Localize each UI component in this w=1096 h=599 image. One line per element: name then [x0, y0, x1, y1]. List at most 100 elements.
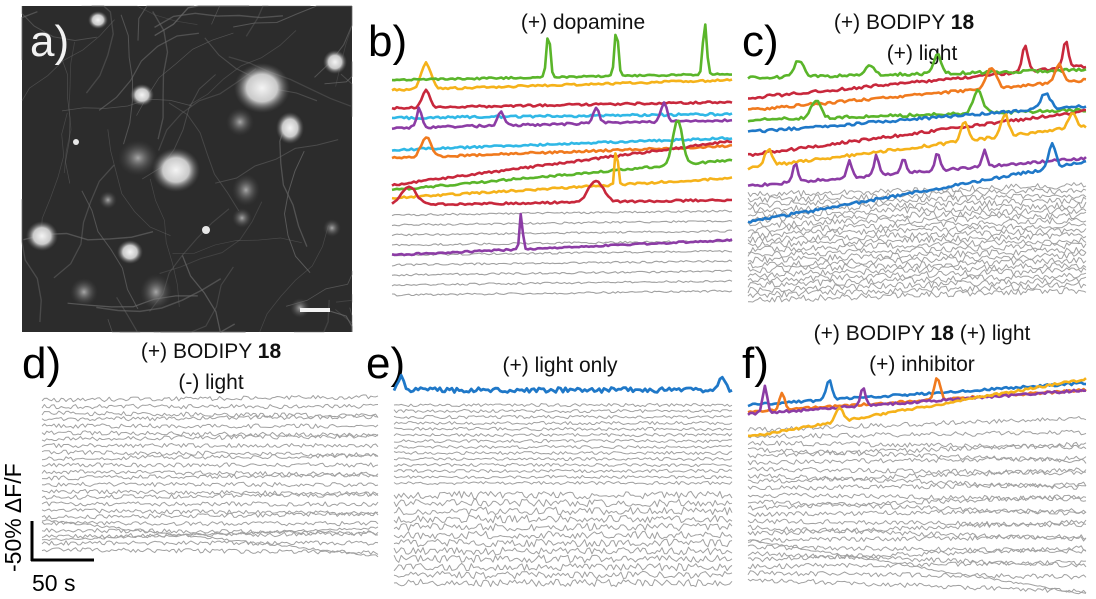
trace-line	[747, 499, 1087, 516]
trace-line	[747, 92, 1087, 134]
trace-line	[747, 539, 1087, 595]
trace-line	[747, 416, 1087, 433]
trace-line	[41, 526, 379, 542]
trace-line	[391, 219, 733, 227]
panel-e-traces	[392, 373, 733, 588]
neurite	[285, 270, 353, 307]
trace-line	[393, 578, 733, 588]
trace-line	[393, 438, 733, 444]
neurite	[59, 53, 71, 184]
trace-line	[747, 262, 1087, 278]
trace-line	[747, 272, 1087, 288]
trace-line	[391, 212, 733, 257]
trace-line	[747, 193, 1087, 208]
trace-line	[41, 508, 378, 517]
trace-line	[393, 444, 733, 450]
trace-line	[41, 433, 379, 442]
scale-bar-x-label: 50 s	[32, 570, 75, 596]
trace-line	[393, 474, 733, 480]
trace-line	[747, 201, 1087, 218]
trace-line	[747, 524, 1087, 542]
trace-line	[393, 554, 733, 564]
trace-line	[747, 141, 1087, 224]
trace-line	[747, 148, 1087, 188]
trace-line	[393, 498, 733, 508]
trace-line	[41, 430, 379, 438]
panel-d-title-line2: (-) light	[178, 371, 244, 394]
trace-line	[747, 377, 1087, 414]
neurite	[172, 237, 302, 254]
trace-line	[747, 518, 1087, 528]
trace-line	[392, 373, 733, 394]
trace-line	[747, 207, 1087, 223]
trace-line	[41, 527, 379, 536]
trace-line	[747, 545, 1087, 563]
panel-f-label: f)	[742, 339, 769, 388]
trace-line	[41, 443, 379, 449]
trace-line	[41, 519, 379, 558]
trace-line	[747, 384, 1087, 416]
trace-line	[747, 544, 1087, 554]
neurite	[81, 190, 139, 310]
neurite	[324, 61, 353, 85]
trace-line	[393, 490, 733, 500]
trace-line	[747, 534, 1087, 543]
trace-line	[393, 522, 733, 532]
trace-line	[747, 88, 1087, 123]
panel-a-label: a)	[30, 17, 69, 66]
trace-line	[747, 519, 1087, 536]
trace-line	[747, 441, 1087, 459]
trace-line	[747, 187, 1087, 203]
panel-d-label: d)	[22, 339, 61, 388]
trace-line	[393, 426, 733, 432]
trace-line	[393, 432, 733, 438]
panel-c-traces	[747, 40, 1087, 303]
panel-c-label: c)	[742, 17, 779, 66]
neurite	[168, 102, 240, 212]
trace-line	[393, 530, 733, 540]
image-scale-bar	[300, 308, 330, 312]
trace-line	[393, 506, 733, 516]
neurite	[107, 129, 171, 236]
neurite	[325, 309, 353, 332]
trace-line	[747, 578, 1087, 594]
neurite	[228, 56, 352, 107]
panel-d-title-line1: (+) BODIPY 18	[141, 340, 282, 363]
trace-line	[393, 414, 733, 420]
trace-line	[393, 546, 733, 556]
panel-f-title-line1: (+) BODIPY 18 (+) light	[814, 322, 1031, 345]
trace-line	[391, 152, 733, 200]
panel-c-title-line2: (+) light	[887, 42, 958, 65]
trace-line	[391, 139, 732, 187]
trace-line	[41, 540, 379, 546]
trace-line	[391, 269, 733, 277]
trace-line	[391, 111, 733, 121]
trace-line	[748, 108, 1087, 157]
trace-panels	[41, 23, 1087, 595]
trace-line	[747, 211, 1087, 228]
trace-line	[747, 455, 1087, 466]
trace-line	[42, 472, 379, 481]
trace-line	[391, 136, 733, 152]
trace-line	[41, 489, 379, 497]
panel-b-title: (+) dopamine	[521, 11, 645, 34]
trace-line	[747, 466, 1087, 476]
trace-line	[41, 492, 379, 500]
trace-line	[41, 511, 379, 520]
trace-line	[393, 562, 733, 572]
trace-line	[391, 119, 733, 192]
panel-d-traces	[41, 394, 379, 558]
neurite	[336, 294, 353, 303]
trace-line	[393, 462, 733, 468]
neurite	[67, 295, 198, 308]
trace-line	[747, 281, 1087, 298]
trace-line	[747, 242, 1087, 258]
trace-line	[747, 276, 1087, 294]
panel-f-traces	[747, 377, 1087, 595]
trace-line	[393, 480, 733, 486]
trace-line	[747, 182, 1087, 198]
trace-line	[391, 279, 733, 287]
trace-line	[393, 514, 733, 524]
trace-line	[393, 570, 733, 580]
panel-c-title-line1: (+) BODIPY 18	[834, 11, 975, 34]
